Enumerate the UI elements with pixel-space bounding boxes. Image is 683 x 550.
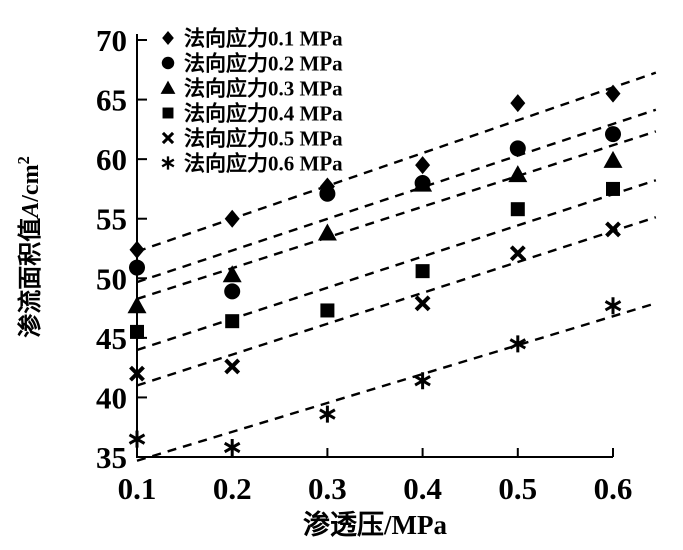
series-square: [130, 181, 620, 339]
legend-item-4: 法向应力0.4 MPa: [162, 102, 343, 126]
y-axis-label-prefix: 渗流面积值: [18, 217, 44, 338]
trend-line-2: [136, 108, 657, 284]
series-x: [129, 221, 621, 382]
trend-line-3: [136, 130, 657, 301]
trend-line-5: [136, 216, 657, 387]
y-tick-label: 40: [96, 380, 127, 415]
legend-label: 法向应力0.5 MPa: [184, 127, 343, 151]
y-tick-label: 35: [96, 440, 127, 475]
circle-icon: [161, 56, 175, 70]
x-tick-label: 0.2: [213, 471, 252, 506]
series-circle: [129, 126, 621, 300]
legend-label: 法向应力0.3 MPa: [184, 77, 343, 101]
tick-labels: 35 40 45 50 55 60 65 70 0.1 0.2 0.3 0.4 0.5 0.6: [96, 23, 632, 506]
x-axis-label-text: 渗透压/MPa: [303, 510, 447, 540]
y-tick-label: 60: [96, 142, 127, 177]
y-tick-label: 55: [96, 202, 127, 237]
y-tick-label: 65: [96, 83, 127, 118]
y-axis-label-unit: /cm: [18, 164, 44, 202]
legend-item-6: 法向应力0.6 MPa: [161, 152, 343, 176]
data-points: [127, 84, 623, 456]
y-axis-label-superscript: 2: [14, 156, 33, 165]
trend-line-6: [136, 302, 657, 462]
legend-item-5: 法向应力0.5 MPa: [161, 127, 343, 151]
x-tick-label: 0.1: [118, 471, 157, 506]
x-tick-label: 0.6: [594, 471, 633, 506]
square-icon: [162, 107, 174, 119]
y-tick-label: 45: [96, 321, 127, 356]
legend-label: 法向应力0.4 MPa: [184, 102, 343, 126]
series-triangle: [127, 150, 623, 314]
x-axis-label: 渗透压/MPa: [137, 503, 613, 543]
x-tick-label: 0.3: [308, 471, 347, 506]
x-tick-label: 0.4: [403, 471, 442, 506]
legend-label: 法向应力0.6 MPa: [184, 152, 343, 176]
y-tick-label: 70: [96, 23, 127, 58]
y-axis-label: 渗流面积值A/cm2: [10, 27, 44, 467]
legend-item-2: 法向应力0.2 MPa: [161, 52, 343, 76]
trend-line-1: [136, 71, 657, 253]
legend-label: 法向应力0.2 MPa: [184, 52, 343, 76]
y-axis-label-symbol: A: [18, 201, 44, 218]
series-diamond: [129, 84, 621, 259]
x-tick-label: 0.5: [498, 471, 537, 506]
asterisk-icon: [161, 156, 175, 170]
trend-line-4: [136, 179, 657, 352]
series-asterisk: [128, 297, 622, 456]
x-icon: [161, 131, 175, 145]
diamond-icon: [162, 30, 174, 46]
triangle-icon: [160, 80, 176, 94]
legend-label: 法向应力0.1 MPa: [184, 27, 343, 51]
trend-lines: [136, 71, 657, 462]
legend-item-3: 法向应力0.3 MPa: [160, 77, 343, 101]
y-tick-label: 50: [96, 261, 127, 296]
legend-item-1: 法向应力0.1 MPa: [162, 27, 343, 51]
